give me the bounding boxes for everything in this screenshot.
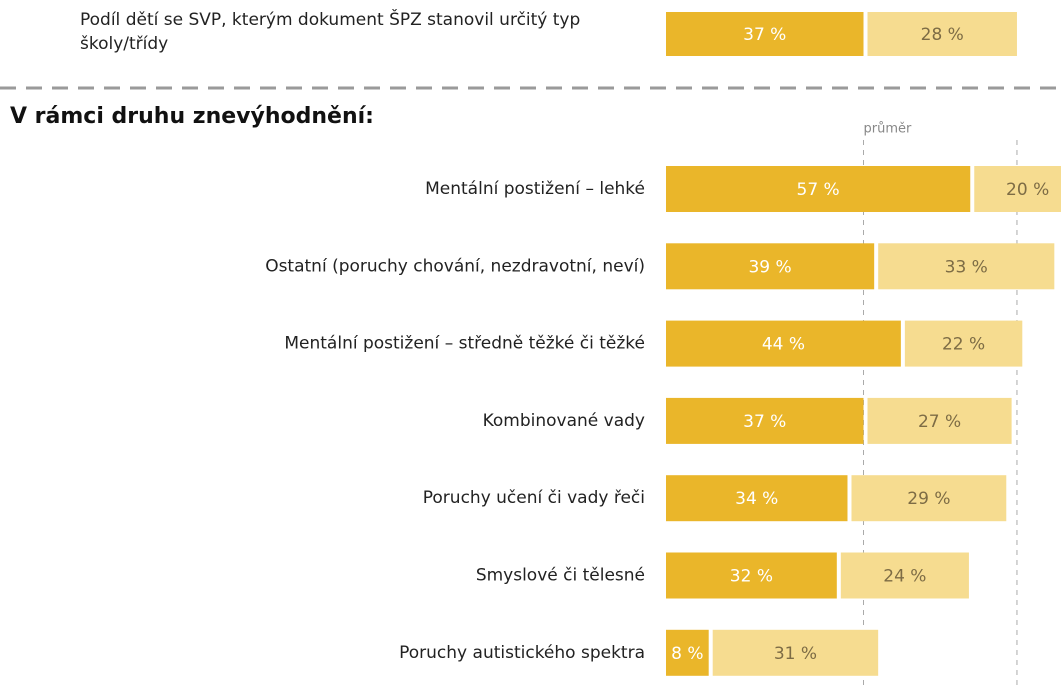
bar [867, 12, 1017, 56]
value-label: 44 % [762, 335, 805, 355]
category-label: Poruchy učení či vady řeči [423, 488, 645, 508]
bar [666, 552, 837, 599]
bar [974, 166, 1061, 212]
bar [851, 475, 1007, 522]
bar [666, 320, 901, 367]
summary-label-box: Podíl dětí se SVP, kterým dokument ŠPZ s… [80, 10, 581, 54]
value-label: 28 % [921, 25, 964, 45]
value-label: 31 % [774, 644, 817, 664]
value-label: 34 % [735, 489, 778, 509]
value-label: 37 % [743, 25, 786, 45]
category-label: Kombinované vady [483, 411, 645, 431]
bar [666, 12, 864, 56]
value-label: 24 % [883, 567, 926, 587]
value-label: 29 % [907, 489, 950, 509]
summary-label: Podíl dětí se SVP, kterým dokument ŠPZ s… [80, 10, 581, 54]
value-label: 32 % [730, 567, 773, 587]
category-label: Smyslové či tělesné [476, 566, 645, 586]
value-label: 27 % [918, 412, 961, 432]
bar [904, 320, 1023, 367]
category-label: Ostatní (poruchy chování, nezdravotní, n… [265, 256, 645, 276]
category-label: Mentální postižení – lehké [425, 179, 645, 199]
value-label: 37 % [743, 412, 786, 432]
bar [666, 629, 709, 676]
bar [666, 475, 848, 522]
value-label: 22 % [942, 335, 985, 355]
value-label: 20 % [1006, 180, 1049, 200]
category-label: Mentální postižení – středně těžké či tě… [284, 334, 645, 354]
section-title: V rámci druhu znevýhodnění: [10, 104, 374, 129]
bar [666, 166, 971, 212]
bar [666, 397, 864, 444]
value-label: 33 % [945, 257, 988, 277]
bar [867, 397, 1012, 444]
value-label: 57 % [797, 180, 840, 200]
bar [840, 552, 969, 599]
value-label: 8 % [671, 644, 703, 664]
bar [712, 629, 879, 676]
category-label: Poruchy autistického spektra [399, 643, 645, 663]
reference-label: průměr [864, 122, 912, 137]
bar [666, 243, 875, 290]
bar [878, 243, 1055, 290]
value-label: 39 % [748, 257, 791, 277]
